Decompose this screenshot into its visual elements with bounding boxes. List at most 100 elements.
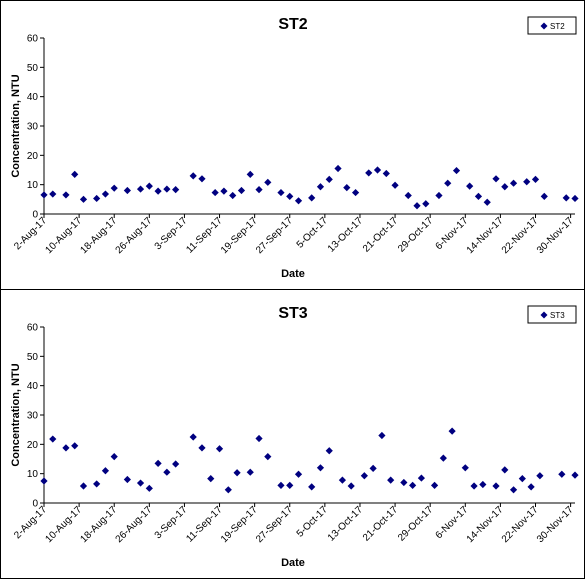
y-tick-label: 30 bbox=[27, 122, 39, 133]
chart-st2: ST2 ST201020304050602-Aug-1710-Aug-1718-A… bbox=[10, 16, 579, 280]
y-tick-label: 50 bbox=[27, 352, 39, 363]
y-tick-label: 10 bbox=[27, 180, 39, 191]
legend-label: ST3 bbox=[550, 311, 565, 320]
data-point bbox=[71, 170, 79, 178]
y-tick-label: 40 bbox=[27, 92, 39, 103]
x-tick-label: 18-Aug-17 bbox=[79, 215, 120, 256]
data-point bbox=[172, 186, 180, 194]
data-point bbox=[325, 447, 333, 455]
data-point bbox=[40, 191, 48, 199]
data-point bbox=[101, 467, 110, 475]
data-point bbox=[233, 469, 241, 477]
legend: ST2 bbox=[527, 16, 577, 35]
data-point bbox=[417, 474, 426, 482]
data-point bbox=[277, 481, 285, 489]
x-tick-label: 27-Sep-17 bbox=[254, 504, 295, 545]
data-point bbox=[373, 166, 382, 174]
x-tick-label: 5-Oct-17 bbox=[295, 215, 331, 251]
chart-panel-st3: ST3 ST3 0 10 20 30 40 50 60 2-Aug-17 10-Aug-17 18-A… bbox=[0, 289, 585, 579]
data-point bbox=[229, 191, 237, 200]
data-point bbox=[571, 471, 579, 479]
x-tick-label: 22-Nov-17 bbox=[500, 504, 541, 545]
x-tick-label: 29-Oct-17 bbox=[396, 215, 436, 255]
data-point bbox=[198, 444, 206, 452]
legend-box bbox=[527, 305, 577, 324]
x-tick-label: 14-Nov-17 bbox=[465, 504, 506, 545]
data-point bbox=[286, 192, 294, 200]
data-point bbox=[93, 480, 101, 488]
data-point bbox=[382, 169, 390, 178]
data-point bbox=[439, 454, 447, 462]
data-point bbox=[351, 188, 360, 197]
x-tick-label: 10-Aug-17 bbox=[43, 215, 84, 256]
data-point bbox=[422, 200, 430, 208]
data-point bbox=[123, 186, 131, 195]
y-tick-label: 0 bbox=[32, 499, 38, 510]
data-point bbox=[365, 169, 373, 177]
x-tick-label: 13-Oct-17 bbox=[326, 215, 366, 255]
data-point bbox=[474, 192, 483, 200]
data-point bbox=[360, 472, 368, 480]
data-point bbox=[93, 194, 101, 203]
data-point bbox=[444, 179, 452, 187]
data-point bbox=[501, 466, 509, 474]
data-point bbox=[404, 191, 412, 200]
data-point bbox=[378, 431, 386, 440]
data-point bbox=[189, 172, 197, 180]
data-point bbox=[325, 175, 333, 183]
data-point bbox=[224, 486, 232, 494]
y-tick-label: 20 bbox=[27, 440, 39, 451]
data-point bbox=[40, 477, 48, 485]
x-axis-title: Date bbox=[281, 268, 305, 280]
x-tick-label: 19-Sep-17 bbox=[219, 504, 260, 545]
data-point bbox=[527, 483, 535, 491]
data-point bbox=[154, 187, 162, 195]
x-tick-label: 13-Oct-17 bbox=[326, 504, 366, 544]
data-point bbox=[154, 459, 162, 467]
data-point bbox=[518, 475, 526, 483]
legend: ST3 bbox=[527, 305, 577, 324]
data-point bbox=[562, 194, 570, 202]
data-point bbox=[523, 178, 531, 186]
data-point bbox=[461, 464, 469, 472]
data-point bbox=[509, 486, 518, 494]
y-tick-label: 0 bbox=[32, 210, 38, 221]
data-point bbox=[316, 183, 325, 191]
data-point bbox=[145, 182, 153, 190]
data-point bbox=[308, 483, 316, 491]
data-point bbox=[347, 482, 355, 490]
data-point bbox=[71, 442, 79, 450]
data-point bbox=[286, 481, 294, 489]
data-point bbox=[62, 191, 70, 199]
chart-panel-st2: ST2 ST2 0 10 20 30 40 50 60 2-Aug-17 10-Aug-17 18-A… bbox=[0, 0, 585, 290]
data-point bbox=[163, 185, 171, 193]
data-point bbox=[391, 181, 399, 189]
data-point bbox=[531, 175, 540, 183]
data-point bbox=[466, 182, 474, 190]
data-point bbox=[246, 468, 254, 476]
x-axis-title: Date bbox=[281, 557, 305, 569]
data-point bbox=[172, 460, 180, 468]
y-tick-label: 30 bbox=[27, 411, 39, 422]
data-point bbox=[220, 187, 228, 195]
data-point bbox=[215, 445, 224, 453]
data-point bbox=[264, 453, 272, 461]
x-tick-label: 18-Aug-17 bbox=[79, 504, 120, 545]
data-point bbox=[400, 478, 408, 487]
data-point bbox=[101, 190, 110, 198]
data-point bbox=[413, 202, 421, 210]
data-point bbox=[536, 472, 544, 480]
data-point bbox=[136, 185, 145, 193]
data-point bbox=[308, 194, 316, 202]
data-point bbox=[211, 188, 219, 197]
x-tick-label: 26-Aug-17 bbox=[114, 504, 155, 545]
data-point bbox=[189, 433, 197, 441]
x-tick-label: 27-Sep-17 bbox=[254, 215, 295, 256]
data-point bbox=[110, 453, 118, 461]
data-point bbox=[409, 481, 417, 489]
y-tick-label: 60 bbox=[27, 323, 39, 334]
data-point bbox=[237, 186, 246, 195]
x-tick-label: 21-Oct-17 bbox=[361, 504, 401, 544]
data-point bbox=[294, 197, 303, 205]
data-point bbox=[277, 188, 285, 197]
